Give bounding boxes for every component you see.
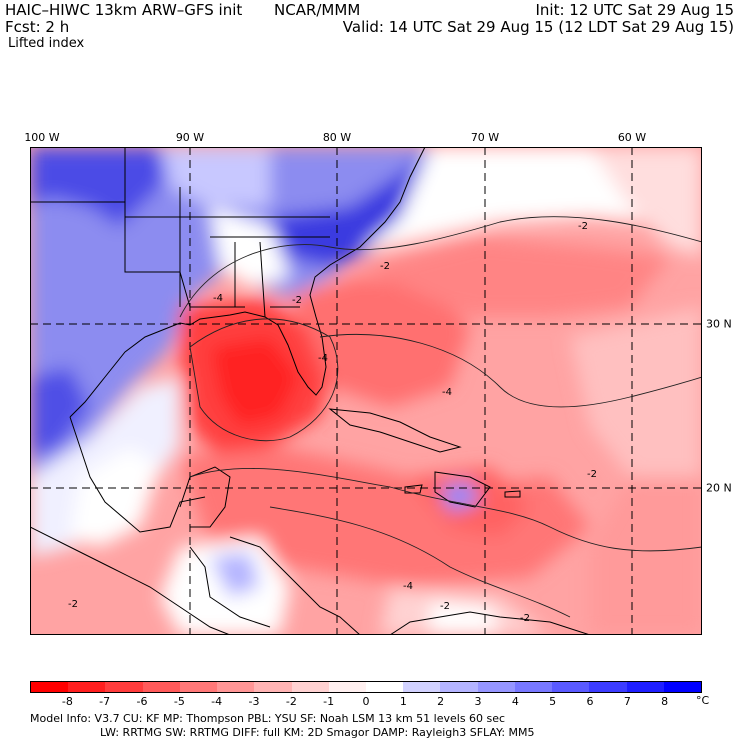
colorbar-tick-label: 3 bbox=[474, 695, 482, 708]
colorbar-tick-label: -3 bbox=[248, 695, 260, 708]
colorbar-cell bbox=[626, 682, 664, 692]
colorbar-tick-label: -4 bbox=[211, 695, 223, 708]
lat-label-30n: 30 N bbox=[706, 317, 732, 331]
colorbar-tick-label: 1 bbox=[399, 695, 407, 708]
lon-label-90w: 90 W bbox=[175, 131, 205, 144]
coastlines bbox=[30, 147, 591, 635]
lon-label-80w: 80 W bbox=[322, 131, 352, 144]
contour-label: -2 bbox=[440, 601, 450, 612]
colorbar-cell bbox=[365, 682, 404, 692]
field-name: Lifted index bbox=[8, 36, 85, 51]
colorbar-cell bbox=[403, 682, 441, 692]
colorbar-cell bbox=[440, 682, 478, 692]
colorbar-unit: °C bbox=[696, 694, 710, 707]
contour-label: -4 bbox=[213, 293, 223, 304]
lifted-index-map: -2 -4 -2 -4 -2 -4 -2 -2 -4 -2 -2 bbox=[30, 147, 702, 635]
forecast-hour: Fcst: 2 h bbox=[5, 18, 70, 36]
model-info-line1: Model Info: V3.7 CU: KF MP: Thompson PBL… bbox=[30, 712, 506, 725]
colorbar-tick-label: -8 bbox=[61, 695, 73, 708]
colorbar-cell bbox=[142, 682, 180, 692]
colorbar-tick-label: -5 bbox=[173, 695, 185, 708]
colorbar-tick-label: -2 bbox=[285, 695, 297, 708]
model-title: HAIC–HIWC 13km ARW–GFS init bbox=[5, 1, 243, 19]
colorbar-cell bbox=[105, 682, 143, 692]
colorbar-cell bbox=[328, 682, 366, 692]
lat-label-20n: 20 N bbox=[706, 481, 732, 495]
init-time: Init: 12 UTC Sat 29 Aug 15 bbox=[535, 1, 734, 19]
contour-lines bbox=[179, 216, 702, 618]
colorbar-tick-label: 4 bbox=[511, 695, 519, 708]
colorbar-tick-label: -7 bbox=[99, 695, 111, 708]
organization: NCAR/MMM bbox=[274, 1, 361, 19]
contour-label: -2 bbox=[292, 295, 302, 306]
lon-label-70w: 70 W bbox=[470, 131, 500, 144]
contour-label: -2 bbox=[68, 599, 78, 610]
lon-label-100w: 100 W bbox=[24, 131, 60, 144]
colorbar-cell bbox=[477, 682, 515, 692]
contour-label: -4 bbox=[442, 387, 452, 398]
colorbar-cell bbox=[552, 682, 590, 692]
colorbar-tick-label: 5 bbox=[549, 695, 557, 708]
colorbar-cell bbox=[589, 682, 627, 692]
colorbar-cell bbox=[663, 682, 701, 692]
shaded-field bbox=[30, 147, 702, 635]
colorbar-cell bbox=[179, 682, 218, 692]
colorbar-cell bbox=[291, 682, 329, 692]
contour-label: -4 bbox=[403, 581, 413, 592]
colorbar-tick-label: 8 bbox=[661, 695, 669, 708]
colorbar-cell bbox=[514, 682, 553, 692]
colorbar-cell bbox=[254, 682, 292, 692]
contour-label: -4 bbox=[318, 353, 328, 364]
lat-lon-grid bbox=[30, 147, 702, 635]
contour-label: -2 bbox=[578, 221, 588, 232]
colorbar-tick-label: 6 bbox=[586, 695, 594, 708]
lon-label-60w: 60 W bbox=[617, 131, 647, 144]
valid-time: Valid: 14 UTC Sat 29 Aug 15 (12 LDT Sat … bbox=[342, 18, 734, 36]
colorbar-tick-label: 0 bbox=[362, 695, 370, 708]
colorbar-tick-label: 2 bbox=[437, 695, 445, 708]
model-info-line2: LW: RRTMG SW: RRTMG DIFF: full KM: 2D Sm… bbox=[100, 726, 535, 739]
contour-label: -2 bbox=[587, 469, 597, 480]
contour-label-group: -2 -4 -2 -4 -2 -4 -2 -2 -4 -2 -2 bbox=[68, 221, 597, 624]
colorbar-cell bbox=[217, 682, 255, 692]
colorbar-tick-label: 7 bbox=[623, 695, 631, 708]
colorbar bbox=[30, 681, 702, 693]
contour-label: -2 bbox=[520, 613, 530, 624]
contour-label: -2 bbox=[380, 261, 390, 272]
colorbar-cell bbox=[31, 682, 69, 692]
colorbar-cell bbox=[68, 682, 106, 692]
colorbar-tick-label: -1 bbox=[323, 695, 335, 708]
colorbar-tick-label: -6 bbox=[136, 695, 148, 708]
map-frame bbox=[30, 147, 702, 635]
